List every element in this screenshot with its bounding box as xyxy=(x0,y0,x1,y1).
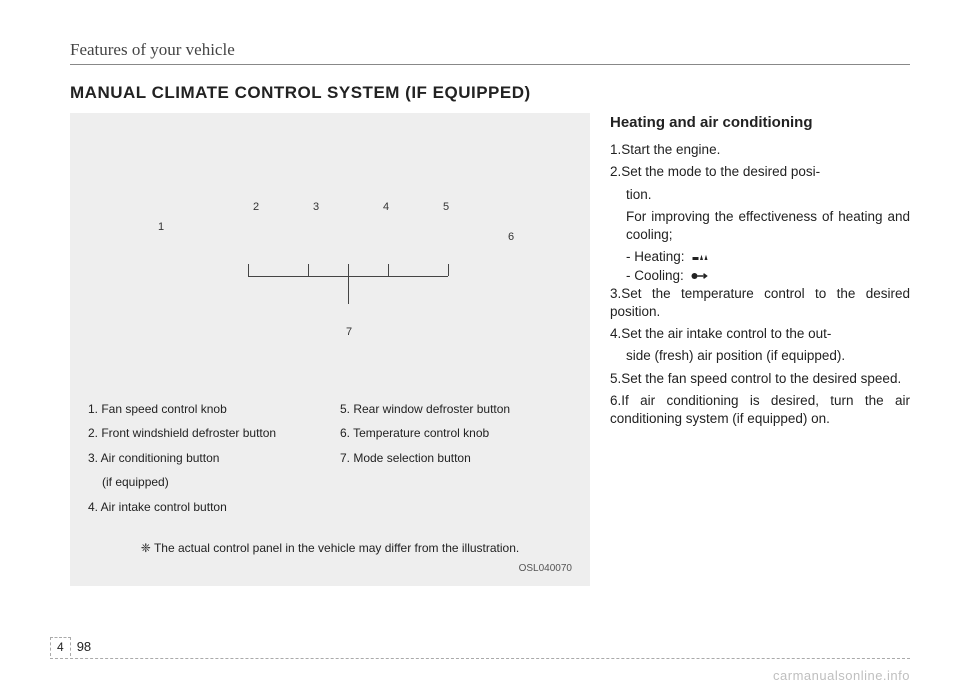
sub-heading: Heating and air conditioning xyxy=(610,113,910,133)
cool-face-icon xyxy=(690,270,708,282)
diagram-area: 1 2 3 4 5 6 7 xyxy=(88,131,572,381)
step-text: side (fresh) air position (if equipped). xyxy=(610,347,910,365)
legend-item: 6. Temperature control knob xyxy=(340,423,572,443)
step-text: 6.If air conditioning is desired, turn t… xyxy=(610,392,910,428)
section-header: Features of your vehicle xyxy=(70,40,910,65)
instructions-column: Heating and air conditioning 1.Start the… xyxy=(610,113,910,586)
legend-item: (if equipped) xyxy=(88,472,320,492)
legend-item: 5. Rear window defroster button xyxy=(340,399,572,419)
chapter-number: 4 xyxy=(50,637,71,656)
legend-item: 7. Mode selection button xyxy=(340,448,572,468)
cooling-line: - Cooling: xyxy=(610,267,910,285)
figure-note: ❈ The actual control panel in the vehicl… xyxy=(88,541,572,555)
watermark: carmanualsonline.info xyxy=(773,668,910,683)
step-text: tion. xyxy=(610,186,910,204)
tick-group xyxy=(248,276,448,326)
heating-label: - Heating: xyxy=(626,248,685,266)
step-text: 1.Start the engine. xyxy=(610,141,910,159)
page-title: MANUAL CLIMATE CONTROL SYSTEM (IF EQUIPP… xyxy=(70,83,910,103)
callout-5: 5 xyxy=(443,201,449,213)
legend-item: 3. Air conditioning button xyxy=(88,448,320,468)
callout-6: 6 xyxy=(508,231,514,243)
figure-panel: 1 2 3 4 5 6 7 1. Fan speed control knob … xyxy=(70,113,590,586)
legend-item: 1. Fan speed control knob xyxy=(88,399,320,419)
legend-left: 1. Fan speed control knob 2. Front winds… xyxy=(88,399,320,521)
callout-2: 2 xyxy=(253,201,259,213)
step-text: For improving the effectiveness of heati… xyxy=(610,208,910,244)
footer: 4 98 xyxy=(50,658,910,659)
step-text: 3.Set the temperature control to the des… xyxy=(610,285,910,321)
figure-id: OSL040070 xyxy=(88,563,572,574)
heat-floor-icon xyxy=(691,251,709,263)
callout-7: 7 xyxy=(346,326,352,338)
legend-item: 4. Air intake control button xyxy=(88,497,320,517)
legend-right: 5. Rear window defroster button 6. Tempe… xyxy=(340,399,572,521)
step-text: 5.Set the fan speed control to the desir… xyxy=(610,370,910,388)
page-tab: 4 98 xyxy=(50,637,91,656)
legend: 1. Fan speed control knob 2. Front winds… xyxy=(88,399,572,521)
callout-4: 4 xyxy=(383,201,389,213)
cooling-label: - Cooling: xyxy=(626,267,684,285)
legend-item: 2. Front windshield defroster button xyxy=(88,423,320,443)
step-text: 4.Set the air intake control to the out- xyxy=(610,325,910,343)
step-text: 2.Set the mode to the desired posi- xyxy=(610,163,910,181)
heating-line: - Heating: xyxy=(610,248,910,266)
callout-3: 3 xyxy=(313,201,319,213)
page-number: 98 xyxy=(71,639,91,654)
callout-1: 1 xyxy=(158,221,164,233)
content-row: 1 2 3 4 5 6 7 1. Fan speed control knob … xyxy=(70,113,910,586)
